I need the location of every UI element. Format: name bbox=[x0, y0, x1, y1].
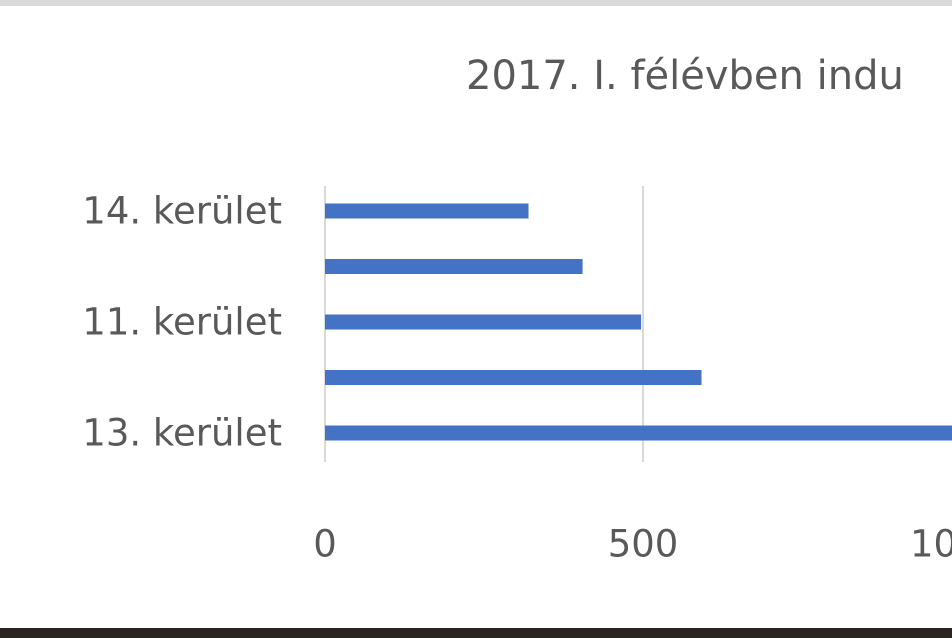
bar-2 bbox=[325, 314, 642, 330]
bar-0 bbox=[325, 203, 529, 219]
x-tick-label: 0 bbox=[313, 523, 337, 566]
bar-3 bbox=[325, 370, 702, 385]
category-label: 11. kerület bbox=[82, 301, 282, 344]
x-tick-label: 500 bbox=[608, 523, 679, 566]
bottom-strip bbox=[0, 628, 952, 638]
category-label: 14. kerület bbox=[82, 190, 282, 233]
bar-1 bbox=[325, 259, 583, 274]
x-tick-label: 10 bbox=[910, 523, 952, 566]
bar-4 bbox=[325, 425, 952, 441]
x-tick-labels: 0 500 10 bbox=[313, 523, 952, 566]
category-labels: 14. kerület 11. kerület 13. kerület bbox=[82, 190, 282, 455]
category-label: 13. kerület bbox=[82, 412, 282, 455]
top-border bbox=[0, 0, 952, 6]
bars bbox=[325, 203, 952, 441]
chart-title: 2017. I. félévben indu bbox=[466, 53, 904, 99]
